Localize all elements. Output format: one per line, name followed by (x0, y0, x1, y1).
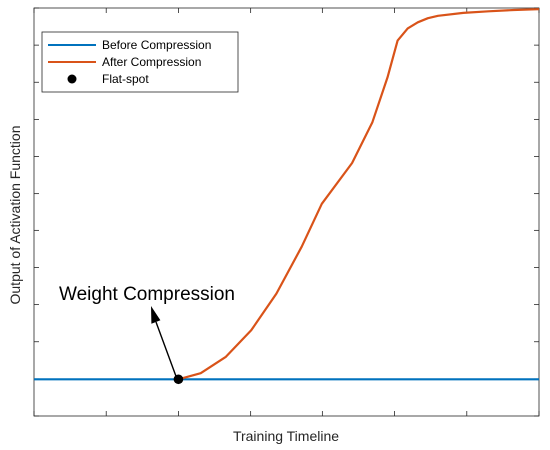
legend-flat-spot-label: Flat-spot (102, 72, 149, 86)
annotation-arrow-shaft (155, 321, 178, 380)
legend-before-label: Before Compression (102, 38, 211, 52)
plot-area (33, 7, 540, 417)
plot-frame (33, 7, 540, 417)
x-axis-label: Training Timeline (233, 428, 339, 444)
marker-flat-spot (173, 374, 184, 385)
annotation-arrow-head (151, 306, 161, 324)
legend-flat-spot-marker (67, 74, 77, 84)
series-line-after-compression (178, 8, 540, 381)
annotation: Weight Compression (59, 284, 235, 380)
legend: Before Compression After Compression Fla… (41, 31, 239, 93)
y-axis-label: Output of Activation Function (7, 126, 23, 305)
legend-after-label: After Compression (102, 55, 201, 69)
annotation-text: Weight Compression (59, 284, 235, 305)
